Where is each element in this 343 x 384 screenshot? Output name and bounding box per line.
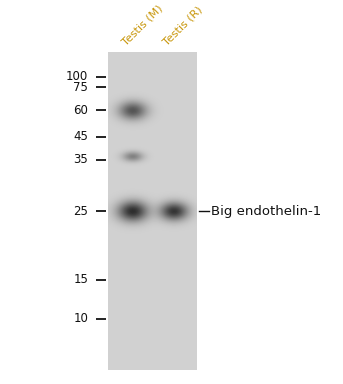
Text: Big endothelin-1: Big endothelin-1 [211,205,322,217]
Text: 10: 10 [73,312,88,325]
Text: 100: 100 [66,70,88,83]
Text: 25: 25 [73,205,88,217]
Text: Testis (M): Testis (M) [120,3,165,47]
Text: 15: 15 [73,273,88,286]
Text: 75: 75 [73,81,88,94]
Text: 35: 35 [73,153,88,166]
Text: 60: 60 [73,104,88,117]
Text: 45: 45 [73,131,88,143]
Text: Testis (R): Testis (R) [161,4,204,47]
Bar [108,52,196,370]
